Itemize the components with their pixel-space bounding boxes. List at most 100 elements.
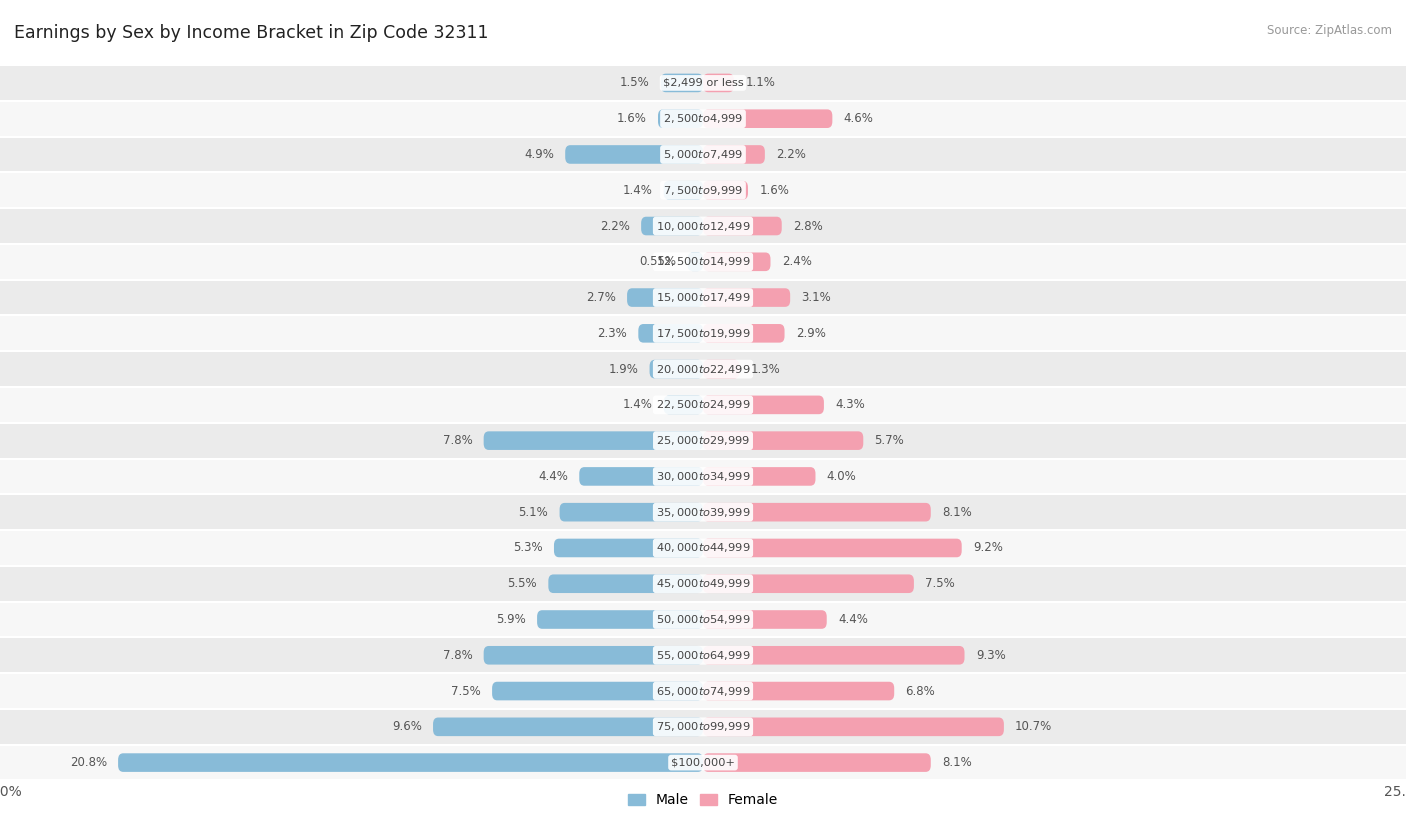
Text: $20,000 to $22,499: $20,000 to $22,499 <box>655 363 751 376</box>
FancyBboxPatch shape <box>627 289 703 307</box>
FancyBboxPatch shape <box>433 718 703 736</box>
Bar <box>0 423 1406 459</box>
FancyBboxPatch shape <box>688 253 703 271</box>
Text: 1.5%: 1.5% <box>620 76 650 89</box>
Bar <box>0 637 1406 673</box>
Text: 1.3%: 1.3% <box>751 363 780 376</box>
Bar <box>0 172 1406 208</box>
Text: 7.5%: 7.5% <box>451 685 481 698</box>
Bar <box>0 745 1406 780</box>
FancyBboxPatch shape <box>703 646 965 664</box>
Text: $100,000+: $100,000+ <box>671 758 735 767</box>
FancyBboxPatch shape <box>703 503 931 521</box>
FancyBboxPatch shape <box>703 718 1004 736</box>
FancyBboxPatch shape <box>703 74 734 92</box>
Text: $35,000 to $39,999: $35,000 to $39,999 <box>655 506 751 519</box>
FancyBboxPatch shape <box>703 181 748 199</box>
FancyBboxPatch shape <box>703 396 824 414</box>
FancyBboxPatch shape <box>703 539 962 557</box>
Text: 4.4%: 4.4% <box>838 613 868 626</box>
FancyBboxPatch shape <box>703 432 863 450</box>
FancyBboxPatch shape <box>703 611 827 628</box>
Text: 4.3%: 4.3% <box>835 398 865 411</box>
FancyBboxPatch shape <box>703 146 765 163</box>
Bar <box>0 602 1406 637</box>
Bar <box>0 244 1406 280</box>
FancyBboxPatch shape <box>703 217 782 235</box>
Text: 4.4%: 4.4% <box>538 470 568 483</box>
Text: 8.1%: 8.1% <box>942 506 972 519</box>
Text: 5.5%: 5.5% <box>508 577 537 590</box>
FancyBboxPatch shape <box>548 575 703 593</box>
Text: 4.6%: 4.6% <box>844 112 873 125</box>
Bar <box>0 387 1406 423</box>
Text: Earnings by Sex by Income Bracket in Zip Code 32311: Earnings by Sex by Income Bracket in Zip… <box>14 24 488 42</box>
Text: 2.8%: 2.8% <box>793 220 823 233</box>
Text: 7.8%: 7.8% <box>443 434 472 447</box>
Bar <box>0 101 1406 137</box>
Text: $17,500 to $19,999: $17,500 to $19,999 <box>655 327 751 340</box>
Text: 8.1%: 8.1% <box>942 756 972 769</box>
FancyBboxPatch shape <box>703 110 832 128</box>
FancyBboxPatch shape <box>664 181 703 199</box>
Text: 7.5%: 7.5% <box>925 577 955 590</box>
Text: 5.1%: 5.1% <box>519 506 548 519</box>
Text: 1.6%: 1.6% <box>759 184 789 197</box>
Text: 1.1%: 1.1% <box>745 76 775 89</box>
FancyBboxPatch shape <box>560 503 703 521</box>
FancyBboxPatch shape <box>703 754 931 772</box>
FancyBboxPatch shape <box>658 110 703 128</box>
FancyBboxPatch shape <box>554 539 703 557</box>
Bar <box>0 494 1406 530</box>
Bar <box>0 65 1406 101</box>
Bar <box>0 208 1406 244</box>
FancyBboxPatch shape <box>703 575 914 593</box>
Text: 20.8%: 20.8% <box>70 756 107 769</box>
Text: $15,000 to $17,499: $15,000 to $17,499 <box>655 291 751 304</box>
Text: 1.9%: 1.9% <box>609 363 638 376</box>
Text: $2,500 to $4,999: $2,500 to $4,999 <box>664 112 742 125</box>
Text: 2.7%: 2.7% <box>586 291 616 304</box>
Text: 4.9%: 4.9% <box>524 148 554 161</box>
Text: 2.3%: 2.3% <box>598 327 627 340</box>
Bar <box>0 530 1406 566</box>
FancyBboxPatch shape <box>537 611 703 628</box>
FancyBboxPatch shape <box>650 360 703 378</box>
FancyBboxPatch shape <box>703 360 740 378</box>
Bar <box>0 673 1406 709</box>
Text: $5,000 to $7,499: $5,000 to $7,499 <box>664 148 742 161</box>
Bar <box>0 137 1406 172</box>
Text: $40,000 to $44,999: $40,000 to $44,999 <box>655 541 751 554</box>
Text: $65,000 to $74,999: $65,000 to $74,999 <box>655 685 751 698</box>
Text: $45,000 to $49,999: $45,000 to $49,999 <box>655 577 751 590</box>
FancyBboxPatch shape <box>703 467 815 485</box>
Text: $25,000 to $29,999: $25,000 to $29,999 <box>655 434 751 447</box>
Text: Source: ZipAtlas.com: Source: ZipAtlas.com <box>1267 24 1392 37</box>
FancyBboxPatch shape <box>661 74 703 92</box>
Text: 5.3%: 5.3% <box>513 541 543 554</box>
FancyBboxPatch shape <box>703 682 894 700</box>
FancyBboxPatch shape <box>484 646 703 664</box>
Text: 9.3%: 9.3% <box>976 649 1005 662</box>
Text: $10,000 to $12,499: $10,000 to $12,499 <box>655 220 751 233</box>
Text: 5.7%: 5.7% <box>875 434 904 447</box>
Text: 2.4%: 2.4% <box>782 255 811 268</box>
Text: 2.2%: 2.2% <box>776 148 806 161</box>
FancyBboxPatch shape <box>484 432 703 450</box>
Text: $2,499 or less: $2,499 or less <box>662 78 744 88</box>
Text: 10.7%: 10.7% <box>1015 720 1052 733</box>
Bar <box>0 709 1406 745</box>
Text: $50,000 to $54,999: $50,000 to $54,999 <box>655 613 751 626</box>
Text: 5.9%: 5.9% <box>496 613 526 626</box>
Text: 9.6%: 9.6% <box>392 720 422 733</box>
FancyBboxPatch shape <box>565 146 703 163</box>
FancyBboxPatch shape <box>664 396 703 414</box>
FancyBboxPatch shape <box>703 324 785 342</box>
Legend: Male, Female: Male, Female <box>623 788 783 813</box>
Bar <box>0 566 1406 602</box>
Text: 4.0%: 4.0% <box>827 470 856 483</box>
FancyBboxPatch shape <box>492 682 703 700</box>
Text: $22,500 to $24,999: $22,500 to $24,999 <box>655 398 751 411</box>
Text: 1.4%: 1.4% <box>623 398 652 411</box>
Text: $55,000 to $64,999: $55,000 to $64,999 <box>655 649 751 662</box>
